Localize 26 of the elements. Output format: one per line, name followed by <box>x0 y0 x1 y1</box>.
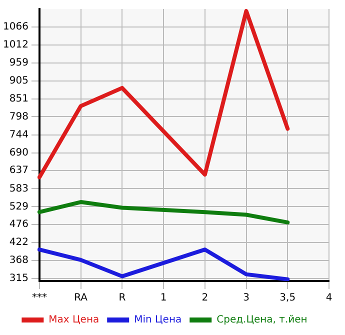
y-tick-label: 315 <box>9 272 28 284</box>
x-tick-label: RA <box>74 292 88 304</box>
x-tick-label: 3 <box>243 292 250 304</box>
legend-label: Max Цена <box>48 314 100 326</box>
x-tick-label: 4 <box>326 292 332 304</box>
legend-label: Сред.Цена, т.йен <box>216 314 308 326</box>
y-tick-label: 422 <box>9 237 28 248</box>
y-tick-label: 368 <box>9 255 28 266</box>
x-tick-label: 1 <box>160 292 167 304</box>
y-tick-label: 637 <box>9 165 28 176</box>
y-tick-label: 1066 <box>2 22 28 33</box>
y-tick-label: 583 <box>9 183 28 194</box>
y-tick-label: 476 <box>9 219 28 230</box>
y-tick-label: 851 <box>9 94 28 105</box>
y-tick-label: 744 <box>9 129 28 140</box>
y-tick-label: 905 <box>9 76 28 87</box>
x-tick-label: 2 <box>202 292 208 304</box>
x-tick-label: R <box>118 292 126 304</box>
y-tick-label: 690 <box>9 147 28 158</box>
y-tick-label: 1012 <box>2 40 28 51</box>
y-tick-label: 959 <box>9 57 28 68</box>
x-tick-label: 3,5 <box>280 292 296 304</box>
legend-label: Min Цена <box>134 314 182 326</box>
y-tick-label: 529 <box>9 201 28 212</box>
y-tick-label: 798 <box>9 111 28 122</box>
x-tick-label: *** <box>32 292 47 304</box>
